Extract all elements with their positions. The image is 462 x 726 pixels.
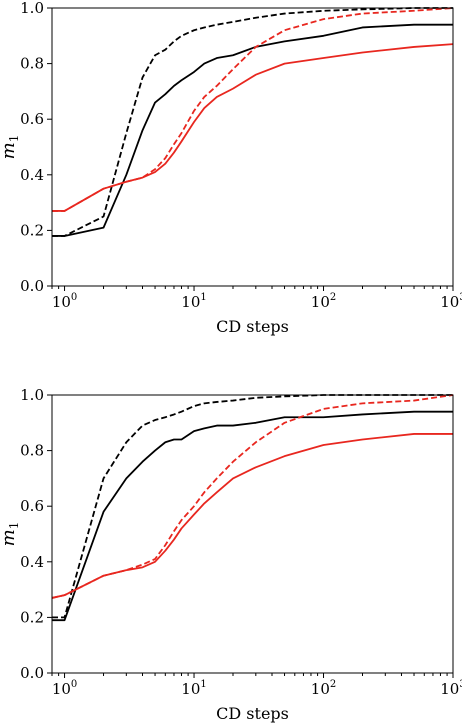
y-tick-label: 0.0 — [20, 664, 44, 682]
x-tick-label: 101 — [181, 679, 206, 698]
series-red-solid-line — [51, 433, 453, 599]
y-tick-label: 0.6 — [20, 110, 44, 128]
series-black-solid-line — [52, 23, 453, 237]
series-black-dashed-line — [52, 7, 453, 237]
x-tick-label: 100 — [52, 679, 77, 698]
y-tick-label: 0.8 — [20, 442, 44, 460]
x-axis-title: CD steps — [216, 704, 289, 723]
series-black-solid-line — [52, 410, 453, 622]
series-black-dashed-line — [52, 394, 453, 619]
x-tick-label: 101 — [181, 292, 206, 311]
y-tick-label: 0.6 — [20, 497, 44, 515]
y-tick-label: 0.8 — [20, 55, 44, 73]
y-tick-label: 0.2 — [20, 608, 44, 626]
y-tick-label: 0.0 — [20, 277, 44, 295]
series-red-solid-line — [52, 43, 454, 212]
x-tick-label: 103 — [440, 679, 462, 698]
chart-panel-bottom: 0.0 0.2 0.4 0.6 0.8 1.0 100 101 102 103 CD steps m1 — [0, 386, 462, 723]
y-tick-label: 0.4 — [20, 166, 44, 184]
x-tick-label: 102 — [311, 679, 336, 698]
x-axis-title: CD steps — [216, 317, 289, 336]
y-tick-label: 1.0 — [20, 0, 44, 17]
plot-frame — [51, 7, 454, 287]
series-red-dashed-line — [51, 394, 454, 599]
x-tick-label: 103 — [440, 292, 462, 311]
x-tick-label: 102 — [311, 292, 336, 311]
y-axis-title: m1 — [0, 522, 21, 547]
series-red-dashed-line — [52, 7, 454, 212]
chart-panel-top: 0.0 0.2 0.4 0.6 0.8 1.0 100 101 102 103 CD steps m1 — [0, 0, 462, 336]
x-tick-label: 100 — [52, 292, 77, 311]
y-axis-title: m1 — [0, 135, 21, 160]
y-tick-label: 0.4 — [20, 553, 44, 571]
y-tick-label: 0.2 — [20, 221, 44, 239]
plot-frame — [51, 394, 454, 674]
y-tick-label: 1.0 — [20, 386, 44, 404]
